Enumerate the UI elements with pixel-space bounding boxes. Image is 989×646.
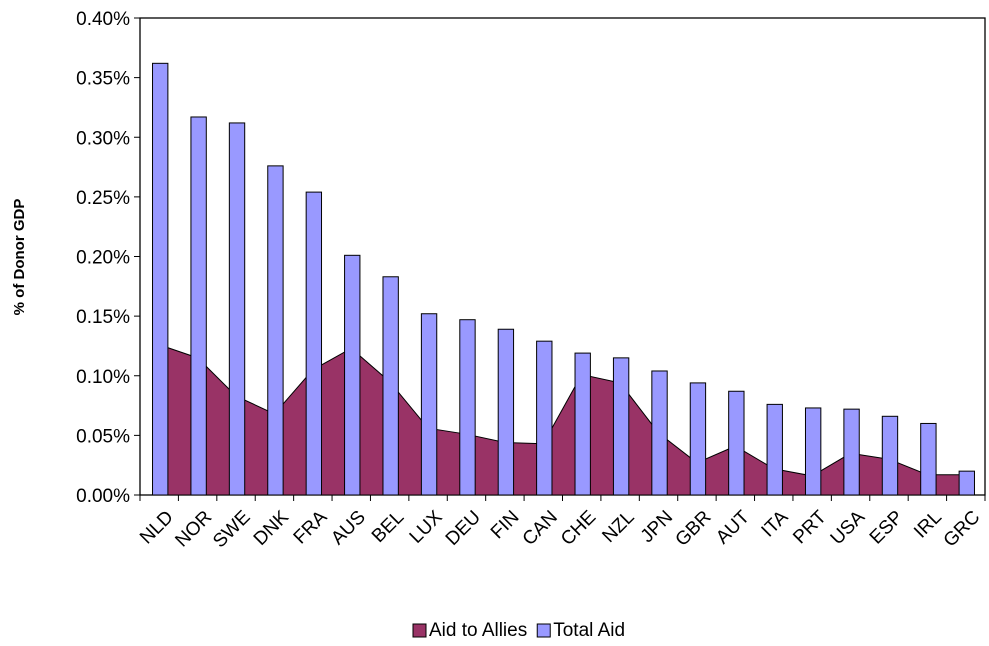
x-tick-label: DNK xyxy=(250,507,293,550)
x-tick-label: FIN xyxy=(487,507,523,543)
bar xyxy=(459,319,476,496)
legend-label: Aid to Allies xyxy=(429,620,527,641)
bar xyxy=(689,382,707,496)
bar xyxy=(420,313,438,496)
x-tick-label: GRC xyxy=(940,507,985,552)
legend-label: Total Aid xyxy=(553,620,625,641)
legend-swatch xyxy=(536,623,551,638)
x-tick-label: NZL xyxy=(598,507,638,547)
bar xyxy=(536,340,553,496)
y-tick-label: 0.30% xyxy=(76,128,130,149)
y-tick-label: 0.25% xyxy=(76,188,130,209)
bar xyxy=(497,328,515,496)
bar xyxy=(190,116,207,496)
bar xyxy=(958,470,975,496)
x-tick-label: JPN xyxy=(637,507,677,547)
x-tick-label: GBR xyxy=(672,507,716,551)
y-tick-label: 0.10% xyxy=(76,367,130,388)
bar xyxy=(881,415,899,496)
bar xyxy=(766,403,783,496)
x-tick-label: AUT xyxy=(712,506,754,548)
x-tick-label: ESP xyxy=(866,507,908,549)
x-tick-label: USA xyxy=(827,507,870,550)
y-tick-label: 0.40% xyxy=(76,9,130,30)
bar xyxy=(344,254,361,496)
bar xyxy=(920,422,937,496)
bar xyxy=(152,62,169,496)
y-tick-label: 0.15% xyxy=(76,307,130,328)
bar xyxy=(651,370,668,496)
x-tick-label: BEL xyxy=(368,507,408,547)
y-tick-label: 0.20% xyxy=(76,248,130,269)
bar xyxy=(728,390,745,496)
x-tick-label: NOR xyxy=(171,507,216,552)
x-tick-label: PRT xyxy=(789,506,831,548)
bar xyxy=(574,352,591,496)
bar xyxy=(228,122,246,496)
y-axis-label: % of Donor GDP xyxy=(11,199,28,316)
x-tick-label: FRA xyxy=(290,507,332,549)
bar xyxy=(267,165,284,496)
x-tick-label: LUX xyxy=(406,507,447,548)
bar xyxy=(843,408,860,496)
y-tick-label: 0.00% xyxy=(76,486,130,507)
x-tick-label: CHE xyxy=(557,507,600,550)
x-tick-label: ITA xyxy=(758,507,793,542)
x-tick-label: SWE xyxy=(209,507,254,552)
y-tick-label: 0.05% xyxy=(76,426,130,447)
bar xyxy=(612,357,630,496)
x-tick-label: DEU xyxy=(442,507,485,550)
y-tick-label: 0.35% xyxy=(76,69,130,90)
bar xyxy=(804,407,822,496)
x-tick-label: CAN xyxy=(519,507,562,550)
bar xyxy=(305,191,323,496)
legend-swatch xyxy=(412,623,427,638)
legend: Aid to Allies Total Aid xyxy=(412,620,625,641)
x-tick-label: NLD xyxy=(136,507,178,549)
bar xyxy=(382,276,399,496)
x-tick-label: AUS xyxy=(327,507,369,549)
